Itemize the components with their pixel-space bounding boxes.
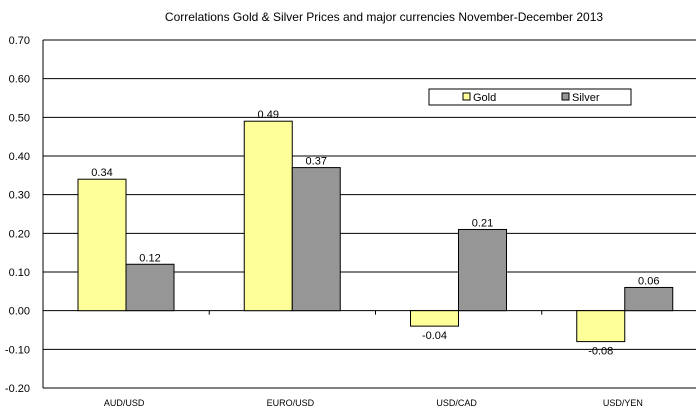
x-tick-label: USD/CAD bbox=[436, 398, 477, 408]
legend: Gold Silver bbox=[428, 88, 632, 106]
y-tick-label: 0.50 bbox=[9, 112, 30, 124]
legend-swatch-gold bbox=[462, 92, 471, 101]
bar-gold bbox=[576, 310, 626, 343]
y-tick-label: 0.20 bbox=[9, 228, 30, 240]
y-tick-label: 0.60 bbox=[9, 74, 30, 86]
bar-gold bbox=[243, 120, 293, 312]
y-tick-label: -0.20 bbox=[5, 383, 30, 395]
x-tick-label: AUD/USD bbox=[104, 398, 145, 408]
legend-box bbox=[428, 88, 632, 106]
y-tick-label: -0.10 bbox=[5, 344, 30, 356]
y-tick-label: 0.10 bbox=[9, 267, 30, 279]
data-label: 0.34 bbox=[91, 167, 112, 179]
bar-silver bbox=[125, 263, 175, 312]
y-tick-label: 0.40 bbox=[9, 151, 30, 163]
legend-swatch-silver bbox=[561, 92, 570, 101]
data-label: -0.08 bbox=[588, 346, 613, 358]
data-label: 0.21 bbox=[472, 217, 493, 229]
data-label: 0.06 bbox=[638, 275, 659, 287]
data-label: 0.12 bbox=[139, 252, 160, 264]
y-tick-label: 0.30 bbox=[9, 190, 30, 202]
x-tick-label: USD/YEN bbox=[603, 398, 643, 408]
bar-silver bbox=[458, 228, 507, 312]
bar-silver bbox=[291, 167, 341, 312]
y-tick-label: 0.00 bbox=[9, 306, 30, 318]
data-label: 0.37 bbox=[306, 156, 327, 168]
bar-silver bbox=[624, 286, 674, 312]
x-tick-label: EURO/USD bbox=[267, 398, 315, 408]
y-tick-label: 0.70 bbox=[9, 35, 30, 47]
chart-title: Correlations Gold & Silver Prices and ma… bbox=[165, 10, 604, 24]
bar-gold bbox=[77, 178, 127, 312]
data-label: -0.04 bbox=[422, 330, 447, 342]
legend-label-silver: Silver bbox=[572, 92, 600, 104]
data-label: 0.49 bbox=[258, 109, 279, 121]
legend-label-gold: Gold bbox=[473, 92, 496, 104]
bar-gold bbox=[410, 310, 459, 327]
